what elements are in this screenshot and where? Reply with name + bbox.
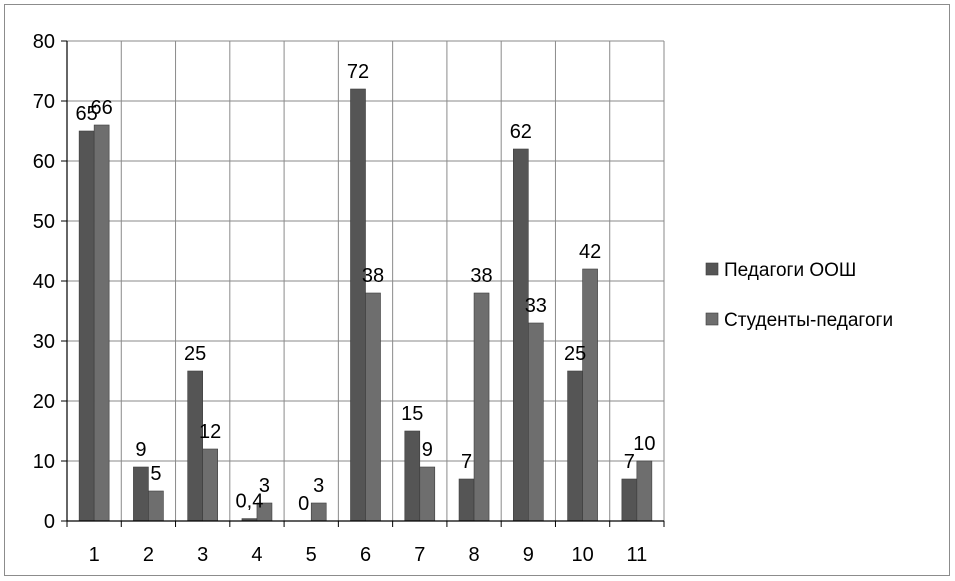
bar-series-1 [350,88,366,522]
y-tick-label: 40 [33,271,55,293]
data-label-series-1: 0,4 [236,491,264,513]
data-label-series-1: 25 [184,343,206,365]
y-tick-label: 0 [44,511,55,533]
x-tick-label: 7 [414,544,425,566]
bar-series-2 [419,466,436,522]
y-tick-label: 60 [33,151,55,173]
data-label-series-1: 62 [510,121,532,143]
bar-series-2 [202,448,218,522]
data-label-series-2: 42 [579,241,601,263]
bar-series-1 [513,148,529,522]
x-tick-label: 4 [251,544,262,566]
bar-series-1 [404,430,421,522]
x-tick-label: 8 [468,544,479,566]
x-tick-label: 5 [306,544,317,566]
bar-series-1 [133,466,149,522]
legend-label: Педагоги ООШ [724,260,856,281]
bar-series-2 [310,502,327,522]
data-label-series-2: 5 [150,463,161,485]
data-label-series-2: 33 [525,295,547,317]
bar-series-2 [93,124,110,522]
bar-series-2 [636,460,653,522]
x-tick-label: 11 [626,544,647,566]
x-tick-label: 3 [197,544,208,566]
data-label-series-2: 38 [362,265,384,287]
y-tick-label: 30 [33,331,55,353]
bar-series-2 [148,490,164,522]
y-tick-label: 80 [33,31,55,53]
y-tick-label: 70 [33,91,55,113]
data-label-series-1: 9 [135,439,146,461]
bar-series-2 [528,322,544,522]
data-label-series-2: 10 [633,433,655,455]
data-label-series-1: 25 [564,343,586,365]
x-tick-label: 6 [360,544,371,566]
data-label-series-2: 66 [91,97,113,119]
data-label-series-2: 3 [313,475,324,497]
y-tick-label: 50 [33,211,55,233]
data-label-series-1: 72 [347,61,369,83]
data-label-series-2: 38 [470,265,492,287]
data-label-series-1: 7 [624,451,635,473]
data-label-series-2: 9 [422,439,433,461]
legend-swatch [705,312,719,326]
data-label-series-1: 0 [298,493,309,515]
data-label-series-1: 65 [76,103,98,125]
data-label-series-2: 12 [199,421,221,443]
bar-series-1 [187,370,203,522]
legend-swatch [705,262,719,276]
y-tick-label: 10 [33,451,55,473]
y-tick-label: 20 [33,391,55,413]
x-tick-label: 2 [143,544,154,566]
bar-series-1 [78,130,95,522]
x-tick-label: 9 [523,544,534,566]
legend-label: Студенты-педагоги [724,310,893,331]
data-label-series-1: 15 [401,403,423,425]
bar-series-2 [365,292,381,522]
bar-series-1 [567,370,583,522]
data-label-series-1: 7 [461,451,472,473]
bar-series-2 [473,292,490,522]
bars [78,88,653,522]
legend: Педагоги ООШ Студенты-педагоги [705,260,893,331]
bar-series-1 [458,478,475,522]
bar-series-2 [582,268,598,522]
x-tick-label: 10 [571,544,593,566]
data-label-series-2: 3 [259,475,270,497]
bar-series-1 [621,478,638,522]
x-tick-label: 1 [89,544,100,566]
